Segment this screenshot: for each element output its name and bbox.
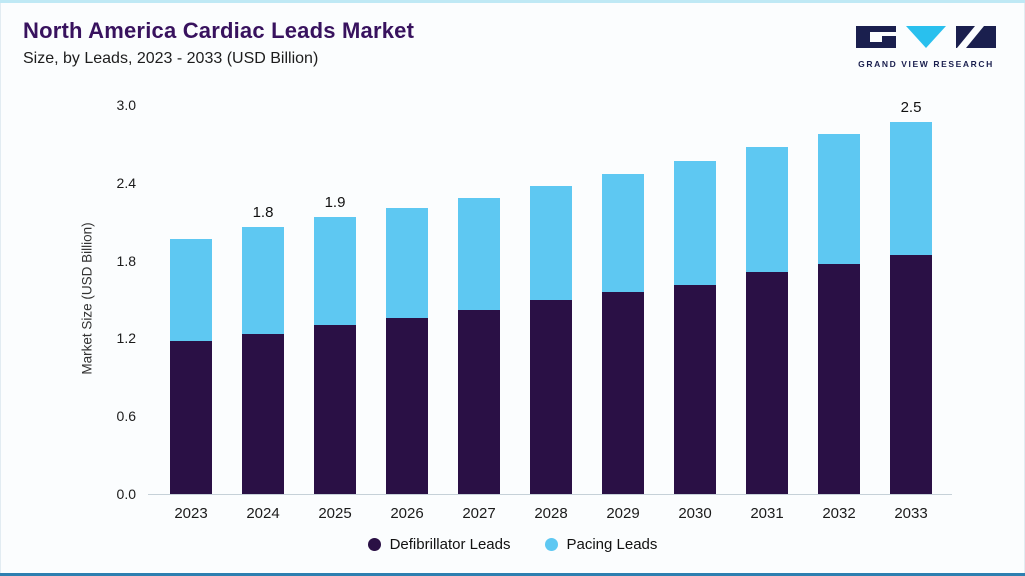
legend-label: Defibrillator Leads <box>389 536 511 553</box>
bottom-accent-line <box>0 573 1025 576</box>
x-tick-label: 2023 <box>174 505 208 522</box>
bar-2031: 2031 <box>746 147 788 522</box>
segment-pacing-leads <box>314 216 356 326</box>
x-tick-label: 2029 <box>606 505 640 522</box>
segment-defibrillator-leads <box>170 341 212 494</box>
x-tick-label: 2026 <box>390 505 424 522</box>
segment-defibrillator-leads <box>458 310 500 494</box>
segment-pacing-leads <box>242 227 284 334</box>
plot-area: 2023 1.8 2024 1.9 2025 2026 2027 2028 2029 2030 20… <box>170 99 932 522</box>
legend-item-pacing-leads: Pacing Leads <box>544 536 658 553</box>
segment-pacing-leads <box>602 173 644 293</box>
y-axis-ticks: 3.0 2.4 1.8 1.2 0.6 0.0 <box>92 97 136 502</box>
segment-pacing-leads <box>386 207 428 318</box>
bar-2033: 2.5 2033 <box>890 99 932 522</box>
bar-2028: 2028 <box>530 185 572 522</box>
segment-defibrillator-leads <box>818 264 860 494</box>
bar-2023: 2023 <box>170 239 212 522</box>
bar-2024: 1.8 2024 <box>242 204 284 522</box>
x-tick-label: 2028 <box>534 505 568 522</box>
bar-value-label: 2.5 <box>900 99 922 117</box>
x-tick-label: 2024 <box>246 505 280 522</box>
page-title: North America Cardiac Leads Market <box>23 18 415 43</box>
x-tick-label: 2027 <box>462 505 496 522</box>
segment-defibrillator-leads <box>314 325 356 494</box>
x-tick-label: 2032 <box>822 505 856 522</box>
bar-value-label: 1.8 <box>252 204 274 222</box>
legend-label: Pacing Leads <box>566 536 658 553</box>
page-subtitle: Size, by Leads, 2023 - 2033 (USD Billion… <box>23 50 319 67</box>
segment-defibrillator-leads <box>386 317 428 494</box>
segment-pacing-leads <box>458 197 500 311</box>
y-tick-label: 0.6 <box>116 408 136 425</box>
legend-swatch-pacing-leads <box>544 538 558 551</box>
legend: Defibrillator Leads Pacing Leads <box>0 536 1025 553</box>
legend-swatch-defibrillator-leads <box>367 538 381 551</box>
segment-defibrillator-leads <box>530 299 572 494</box>
bar-2025: 1.9 2025 <box>314 194 356 522</box>
x-axis-line <box>148 494 952 495</box>
gvr-logo-mark <box>856 26 996 48</box>
y-tick-label: 1.2 <box>116 330 136 347</box>
bar-2026: 2026 <box>386 207 428 522</box>
y-tick-label: 2.4 <box>116 174 136 191</box>
segment-pacing-leads <box>746 147 788 272</box>
gvr-logo-text: GRAND VIEW RESEARCH <box>858 59 994 69</box>
y-tick-label: 0.0 <box>116 486 136 502</box>
segment-defibrillator-leads <box>242 333 284 494</box>
bar-2029: 2029 <box>602 173 644 522</box>
bar-2030: 2030 <box>674 160 716 522</box>
x-tick-label: 2030 <box>678 505 712 522</box>
segment-pacing-leads <box>530 185 572 300</box>
top-accent-line <box>0 0 1025 3</box>
segment-defibrillator-leads <box>602 292 644 494</box>
chart-header: North America Cardiac Leads Market Size,… <box>23 18 414 68</box>
segment-defibrillator-leads <box>674 285 716 494</box>
gvr-logo: GRAND VIEW RESEARCH <box>851 26 1001 69</box>
bar-value-label: 1.9 <box>324 193 346 211</box>
segment-defibrillator-leads <box>890 255 932 494</box>
legend-item-defibrillator-leads: Defibrillator Leads <box>367 536 511 553</box>
x-tick-label: 2033 <box>894 505 928 522</box>
segment-pacing-leads <box>818 133 860 265</box>
segment-pacing-leads <box>674 160 716 286</box>
bar-2032: 2032 <box>818 133 860 522</box>
segment-defibrillator-leads <box>746 271 788 494</box>
segment-pacing-leads <box>170 239 212 342</box>
x-tick-label: 2031 <box>750 505 784 522</box>
segment-pacing-leads <box>890 122 932 256</box>
x-tick-label: 2025 <box>318 505 352 522</box>
y-tick-label: 1.8 <box>116 252 136 269</box>
y-tick-label: 3.0 <box>116 97 136 113</box>
bar-2027: 2027 <box>458 197 500 522</box>
